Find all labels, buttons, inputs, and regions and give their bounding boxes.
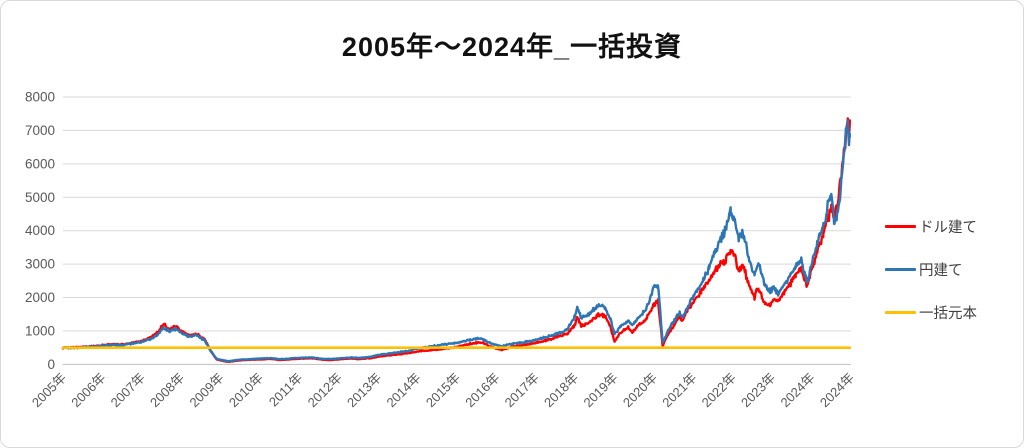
svg-text:2007年: 2007年: [108, 370, 148, 410]
svg-text:3000: 3000: [25, 257, 55, 272]
legend-label-principal: 一括元本: [919, 306, 977, 322]
series-lines: [61, 117, 852, 364]
svg-text:2012年: 2012年: [305, 370, 345, 410]
chart-title: 2005年～2024年_一括投資: [341, 32, 683, 62]
x-axis-tick-labels: 2005年 2006年 2007年 2008年 2009年 2010年 2011年 2012年…: [29, 370, 857, 410]
svg-text:2015年: 2015年: [423, 370, 463, 410]
svg-text:2010年: 2010年: [226, 370, 266, 410]
svg-text:2006年: 2006年: [68, 370, 108, 410]
svg-text:2016年: 2016年: [462, 370, 502, 410]
svg-text:2014年: 2014年: [383, 370, 423, 410]
legend-label-usd: ドル建て: [919, 220, 977, 236]
svg-text:2022年: 2022年: [699, 370, 739, 410]
svg-text:1000: 1000: [25, 323, 55, 338]
svg-text:5000: 5000: [25, 190, 55, 205]
legend-item-principal: 一括元本: [885, 302, 977, 323]
svg-text:2018年: 2018年: [541, 370, 581, 410]
svg-text:2019年: 2019年: [580, 370, 620, 410]
svg-text:8000: 8000: [25, 90, 55, 105]
svg-text:2020年: 2020年: [620, 370, 660, 410]
series-line-usd: [61, 117, 851, 364]
legend-label-jpy: 円建て: [919, 263, 963, 279]
svg-text:2023年: 2023年: [738, 370, 778, 410]
svg-text:2000: 2000: [25, 290, 55, 305]
svg-text:2021年: 2021年: [659, 370, 699, 410]
svg-text:4000: 4000: [25, 223, 55, 238]
svg-text:2005年: 2005年: [29, 370, 69, 410]
gridlines: [63, 96, 851, 365]
principal-series-marker-icon: [885, 311, 916, 314]
svg-text:2013年: 2013年: [344, 370, 384, 410]
svg-text:2009年: 2009年: [186, 370, 226, 410]
svg-text:6000: 6000: [25, 156, 55, 171]
svg-text:2024年: 2024年: [777, 370, 817, 410]
svg-text:2008年: 2008年: [147, 370, 187, 410]
series-line-jpy: [61, 119, 851, 363]
svg-text:0: 0: [47, 357, 55, 372]
svg-text:7000: 7000: [25, 123, 55, 138]
svg-text:2011年: 2011年: [266, 370, 306, 410]
legend: ドル建て 円建て 一括元本: [885, 216, 977, 323]
svg-text:2017年: 2017年: [502, 370, 542, 410]
svg-text:2024年: 2024年: [817, 370, 857, 410]
legend-item-jpy: 円建て: [885, 259, 977, 280]
legend-item-usd: ドル建て: [885, 216, 977, 237]
usd-series-marker-icon: [885, 225, 916, 228]
jpy-series-marker-icon: [885, 268, 916, 271]
y-axis-tick-labels: 0 1000 2000 3000 4000 5000 6000 7000 8000: [25, 90, 55, 372]
